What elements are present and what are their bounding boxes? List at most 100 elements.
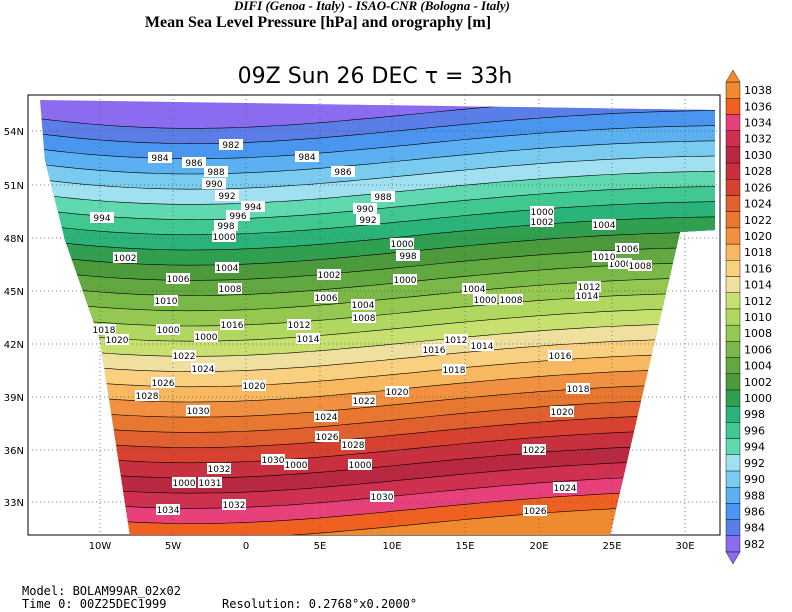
isobar xyxy=(40,398,715,433)
label-box xyxy=(172,477,196,488)
label-box xyxy=(204,166,228,177)
colorbar-label: 1036 xyxy=(744,100,772,113)
label-box xyxy=(499,294,523,305)
contour-label: 1012 xyxy=(288,321,311,331)
contour-label: 1024 xyxy=(192,365,215,375)
y-label: 33N xyxy=(4,498,24,509)
x-label: 10W xyxy=(89,541,112,552)
contour-label: 992 xyxy=(218,192,235,202)
contour-label: 1018 xyxy=(443,366,466,376)
label-box xyxy=(530,216,554,227)
contour-label: 1002 xyxy=(318,271,341,281)
colorbar-label: 1006 xyxy=(744,343,772,356)
colorbar-label: 1008 xyxy=(744,327,772,340)
contour-label: 996 xyxy=(229,212,246,222)
contour-label: 1006 xyxy=(315,294,338,304)
label-box xyxy=(422,344,446,355)
label-box xyxy=(202,178,226,189)
label-box xyxy=(154,295,178,306)
colorbar-segment xyxy=(725,373,741,391)
colorbar-label: 1034 xyxy=(744,117,772,130)
colorbar-segment xyxy=(725,535,741,553)
colorbar-segment xyxy=(725,503,741,520)
label-box xyxy=(522,444,546,455)
contour-label: 1032 xyxy=(208,465,231,475)
label-box xyxy=(393,274,417,285)
contour-label: 1014 xyxy=(471,342,494,352)
label-box xyxy=(90,212,114,223)
colorbar-segment xyxy=(725,146,741,164)
contour-label: 1000 xyxy=(195,333,218,343)
colorbar-segment xyxy=(725,98,741,115)
colorbar-segment xyxy=(725,389,741,407)
contour-label: 1010 xyxy=(593,253,616,263)
contour-label: 1000 xyxy=(285,461,308,471)
label-box xyxy=(331,166,355,177)
isobar xyxy=(40,246,715,281)
contour-label: 1014 xyxy=(297,335,320,345)
label-box xyxy=(182,157,206,168)
contour-label: 984 xyxy=(298,153,315,163)
contour-label: 994 xyxy=(244,203,261,213)
colorbar-segment xyxy=(725,405,741,423)
label-box xyxy=(566,383,590,394)
isobar xyxy=(40,505,715,535)
colorbar-label: 1038 xyxy=(744,84,772,97)
contour-label: 1016 xyxy=(549,352,572,362)
label-box xyxy=(314,292,338,303)
contour-label: 1000 xyxy=(531,208,554,218)
contour-label: 1026 xyxy=(524,507,547,517)
label-box xyxy=(194,331,218,342)
contour-label: 1018 xyxy=(93,326,116,336)
label-box xyxy=(530,206,554,217)
colorbar-label: 1020 xyxy=(744,230,772,243)
label-box xyxy=(156,324,180,335)
contour-label: 990 xyxy=(356,205,373,215)
label-box xyxy=(351,299,375,310)
contour-label: 998 xyxy=(399,252,416,262)
colorbar-label: 992 xyxy=(744,457,765,470)
label-box xyxy=(352,395,376,406)
colorbar-segment xyxy=(725,470,741,488)
y-label: 48N xyxy=(4,234,24,245)
colorbar-segment xyxy=(725,438,741,455)
label-box xyxy=(296,333,320,344)
contour-label: 984 xyxy=(151,154,168,164)
label-box xyxy=(371,191,395,202)
label-box xyxy=(615,243,639,254)
y-label: 45N xyxy=(4,287,24,298)
label-box xyxy=(628,260,652,271)
label-box xyxy=(575,290,599,301)
label-box xyxy=(212,231,236,242)
x-label: 5W xyxy=(165,541,181,552)
contour-label: 998 xyxy=(217,222,234,232)
isobar xyxy=(40,413,715,448)
contour-label: 1026 xyxy=(152,379,175,389)
colorbar-label: 1014 xyxy=(744,279,772,292)
x-label: 10E xyxy=(382,541,401,552)
contour-label: 1008 xyxy=(629,262,652,272)
contour-label: 1030 xyxy=(187,407,210,417)
colorbar-label: 1018 xyxy=(744,246,772,259)
label-box xyxy=(135,390,159,401)
time-title: 09Z Sun 26 DEC τ = 33h xyxy=(238,64,513,89)
label-box xyxy=(577,281,601,292)
colorbar-label: 982 xyxy=(744,538,765,551)
contour-label: 1006 xyxy=(616,245,639,255)
contour-label: 1024 xyxy=(554,484,577,494)
contour-label: 1002 xyxy=(531,218,554,228)
contour-label: 1030 xyxy=(371,493,394,503)
label-box xyxy=(207,463,231,474)
contour-label: 1008 xyxy=(353,314,376,324)
colorbar-segment xyxy=(725,422,741,439)
contour-label: 1010 xyxy=(155,297,178,307)
contour-label: 990 xyxy=(205,180,222,190)
label-box xyxy=(317,269,341,280)
label-box xyxy=(396,250,420,261)
isobar xyxy=(40,337,715,372)
colorbar-label: 990 xyxy=(744,473,765,486)
colorbar-segment xyxy=(725,519,741,536)
isobar xyxy=(40,100,715,129)
